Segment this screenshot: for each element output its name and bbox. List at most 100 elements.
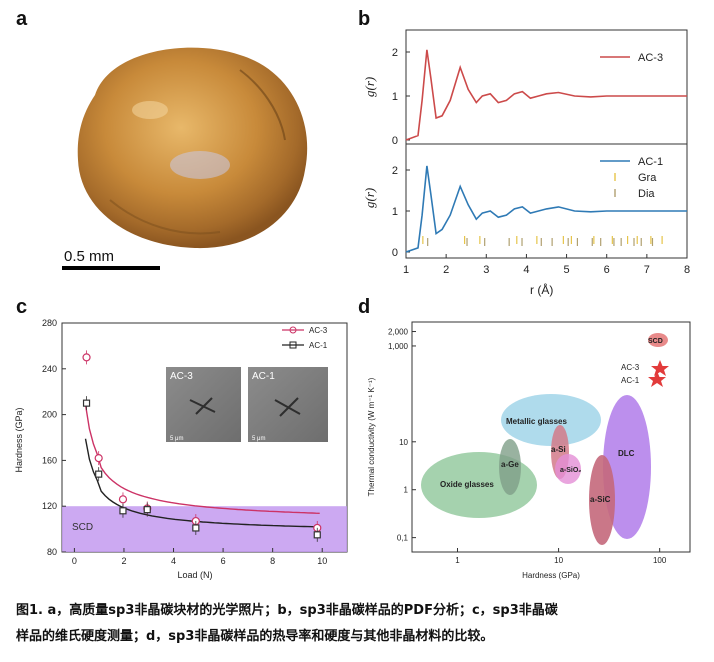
d-ytick-label: 10 (399, 438, 408, 447)
legend-dia: Dia (638, 188, 655, 200)
metallic-glasses-region (501, 394, 601, 446)
label-a-sic: a-SiC (590, 495, 611, 504)
inset-ac3-scale: 5 μm (170, 436, 183, 442)
panel-letter-a: a (16, 8, 28, 30)
c-ylabel: Hardness (GPa) (14, 407, 24, 472)
b-xtick-label: 8 (684, 264, 690, 276)
b-xtick-label: 6 (604, 264, 610, 276)
label-oxide-glasses: Oxide glasses (440, 480, 494, 489)
ac3-fit-curve (84, 404, 320, 514)
panel-c-hardness: SCD 80 120 160 200 240 280 0 2 4 6 8 10 AC-3 AC-1 A… (14, 318, 348, 580)
label-a-si: a-Si (551, 445, 566, 454)
legend-ac1-bottom: AC-1 (638, 156, 663, 168)
c-xtick-label: 6 (221, 556, 226, 566)
inset-ac1: AC-1 5 μm (248, 367, 328, 442)
star-ac1 (648, 371, 666, 387)
inset-ac3: AC-3 5 μm (166, 367, 241, 442)
d-xtick-label: 10 (554, 556, 563, 565)
pdf-top-frame (405, 29, 688, 145)
b-xtick-label: 1 (403, 264, 409, 276)
pdf-bottom-frame (405, 143, 688, 259)
c-xtick-label: 10 (317, 556, 327, 566)
scd-region (648, 333, 668, 347)
ac1-data-point (313, 531, 321, 539)
panel-letter-d: d (358, 296, 371, 318)
b-ylabel-top: g(r) (362, 77, 377, 97)
graphite-reference-ticks (422, 236, 663, 244)
label-star-ac1: AC-1 (621, 376, 640, 385)
scale-bar-label: 0.5 mm (64, 248, 114, 265)
d-ylabel: Thermal conductivity (W m⁻¹ K⁻¹) (367, 377, 376, 496)
legend-c-ac3-marker (289, 326, 297, 334)
scd-band-label: SCD (72, 522, 93, 533)
d-xtick-label: 1 (455, 556, 460, 565)
inset-ac1-label: AC-1 (252, 371, 275, 382)
c-ytick-label: 280 (42, 318, 57, 328)
b-xtick-label: 4 (523, 264, 529, 276)
panel-a-photo: 0.5 mm (62, 47, 308, 270)
b-ytick-label: 1 (392, 206, 398, 218)
b-ytick-label: 0 (392, 247, 398, 259)
label-dlc: DLC (618, 449, 635, 458)
b-ytick-label: 1 (392, 91, 398, 103)
label-a-sio2: a-SiO₂ (560, 467, 581, 474)
b-xtick-label: 5 (564, 264, 570, 276)
a-sic-region (589, 455, 615, 545)
a-sio2-region (555, 454, 581, 484)
ac3-pdf-curve (405, 49, 687, 141)
b-xtick-label: 2 (443, 264, 449, 276)
b-ytick-label: 2 (392, 47, 398, 59)
diamond-reference-ticks (427, 238, 654, 246)
caption-line-1: 图1. a，高质量sp3非晶碳块材的光学照片；b，sp3非晶碳样品的PDF分析；… (16, 603, 558, 618)
c-xtick-label: 8 (270, 556, 275, 566)
thermal-frame (411, 321, 691, 553)
star-ac3 (651, 360, 669, 376)
d-xtick-label: 100 (653, 556, 667, 565)
c-xlabel: Load (N) (177, 570, 212, 580)
ac3-data-point (94, 454, 103, 463)
c-ytick-label: 160 (42, 455, 57, 465)
caption-line-2: 样品的维氏硬度测量；d，sp3非晶碳样品的热导率和硬度与其他非晶材料的比较。 (16, 629, 494, 644)
d-ytick-label: 1,000 (388, 342, 409, 351)
label-a-ge: a-Ge (501, 460, 519, 469)
label-scd: SCD (648, 338, 663, 345)
ac1-data-point (143, 506, 151, 514)
b-xtick-label: 7 (644, 264, 650, 276)
legend-c-ac3: AC-3 (309, 326, 328, 335)
label-star-ac3: AC-3 (621, 363, 640, 372)
c-ytick-label: 120 (42, 501, 57, 511)
ac1-data-point (192, 524, 200, 532)
d-ytick-label: 0,1 (397, 534, 409, 543)
carbon-sample-image (77, 47, 308, 249)
c-ytick-label: 200 (42, 410, 57, 420)
legend-ac3-top: AC-3 (638, 52, 663, 64)
ac1-data-point (119, 507, 127, 515)
ac1-data-point (95, 470, 103, 478)
c-ytick-label: 80 (47, 547, 57, 557)
ac1-data-point (82, 399, 91, 407)
d-ytick-label: 2,000 (388, 328, 409, 337)
d-ytick-label: 1 (404, 486, 409, 495)
ac3-data-point (118, 495, 128, 504)
legend-c-ac1: AC-1 (309, 341, 328, 350)
legend-gra: Gra (638, 172, 657, 184)
c-xtick-label: 2 (121, 556, 126, 566)
c-xtick-label: 0 (72, 556, 77, 566)
a-ge-region (499, 439, 521, 495)
c-ytick-label: 240 (42, 364, 57, 374)
c-xtick-label: 4 (171, 556, 176, 566)
b-ytick-label: 2 (392, 165, 398, 177)
b-ylabel-bottom: g(r) (362, 188, 377, 208)
panel-d-thermal: Metallic glasses a-Ge Oxide glasses a-Si… (367, 321, 691, 580)
label-metallic-glasses: Metallic glasses (506, 417, 567, 426)
ac3-data-point (82, 353, 91, 362)
legend-c-ac1-marker (289, 341, 297, 349)
scd-band (62, 506, 347, 552)
dlc-region (603, 395, 651, 539)
b-xtick-label: 3 (483, 264, 489, 276)
panel-letter-b: b (358, 8, 371, 30)
figure-caption: 图1. a，高质量sp3非晶碳块材的光学照片；b，sp3非晶碳样品的PDF分析；… (16, 598, 706, 650)
d-xlabel: Hardness (GPa) (522, 571, 580, 580)
